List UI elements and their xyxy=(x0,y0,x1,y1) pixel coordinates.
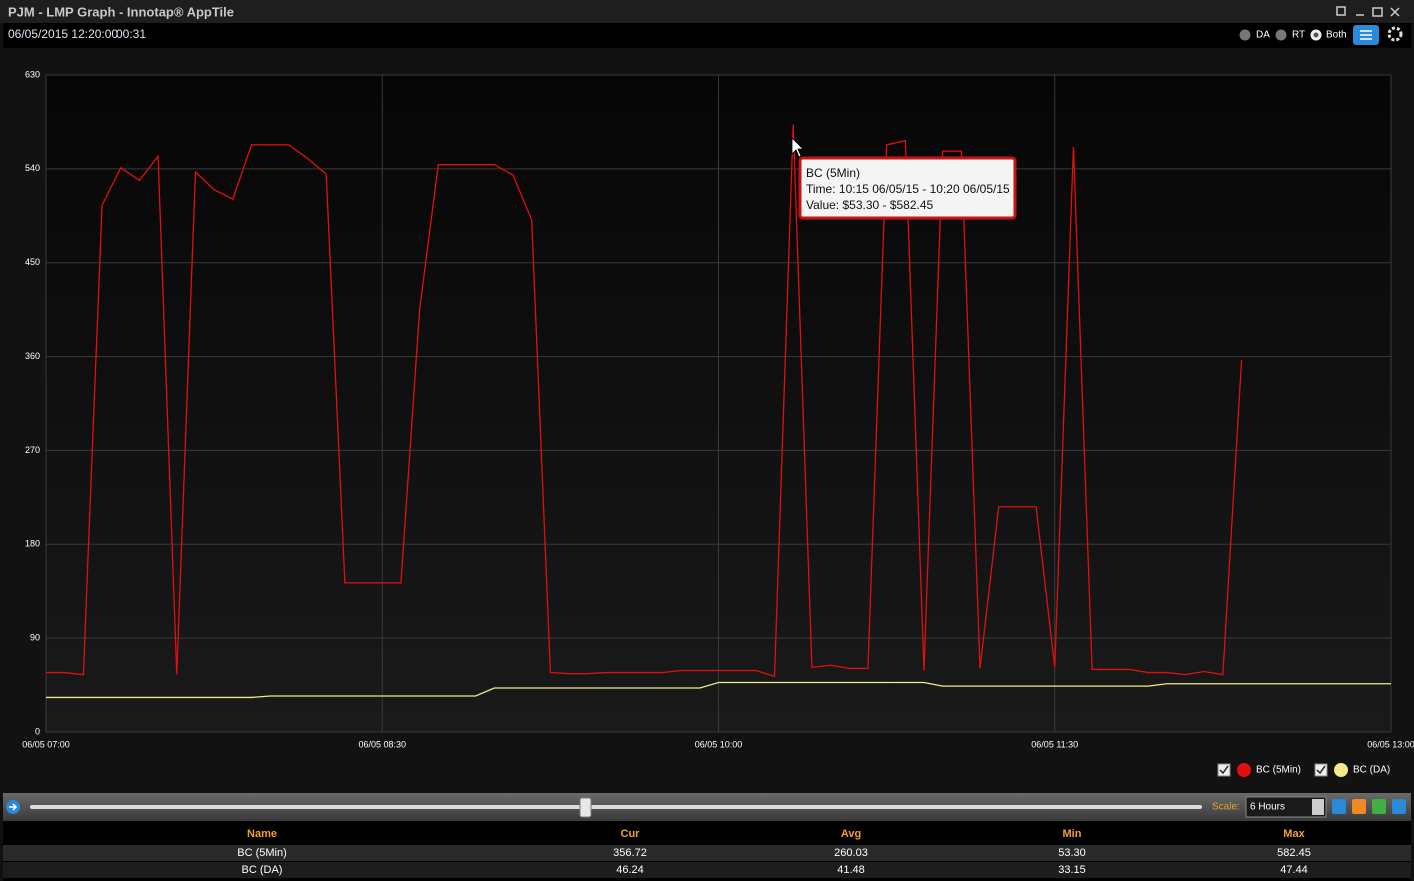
list-icon xyxy=(1360,30,1372,40)
x-tick-label: 06/05 11:30 xyxy=(1031,739,1078,749)
y-tick-label: 180 xyxy=(25,539,40,549)
y-tick-label: 540 xyxy=(25,163,40,173)
y-tick-label: 0 xyxy=(35,726,40,736)
legend-swatch xyxy=(1237,763,1251,777)
legend-swatch xyxy=(1334,763,1349,777)
table-header: Name xyxy=(247,828,277,840)
table-header: Max xyxy=(1283,828,1305,840)
select-arrow xyxy=(1312,799,1324,815)
scale-label: Scale: xyxy=(1212,802,1240,813)
y-tick-label: 360 xyxy=(25,351,40,361)
mode-radios: DA RT Both xyxy=(1239,29,1347,41)
tool-button[interactable] xyxy=(1372,799,1386,814)
y-tick-label: 270 xyxy=(25,445,40,455)
axes: 0 90 180 270 360 450 540 630 06/05 07:00 06/05 08… xyxy=(22,69,1414,749)
table-header: Avg xyxy=(841,828,861,840)
check-mark xyxy=(1219,765,1229,775)
tooltip-line: Time: 10:15 06/05/15 - 10:20 06/05/15 xyxy=(806,182,1010,196)
window-buttons[interactable] xyxy=(1336,6,1400,17)
legend-checkbox[interactable] xyxy=(1314,763,1328,777)
grid xyxy=(45,74,1392,733)
legend-label: BC (5Min) xyxy=(1256,765,1301,776)
scale-value: 6 Hours xyxy=(1250,802,1285,813)
radio-label: RT xyxy=(1292,30,1305,41)
x-tick-label: 06/05 07:00 xyxy=(22,739,70,749)
table-header: Min xyxy=(1063,828,1082,840)
y-tick-label: 630 xyxy=(25,69,40,79)
tool-buttons xyxy=(1332,799,1406,814)
table-cell: 47.44 xyxy=(1280,864,1308,876)
y-tick-label: 90 xyxy=(30,633,40,643)
table-cell: 582.45 xyxy=(1277,847,1311,859)
tooltip-line: Value: $53.30 - $582.45 xyxy=(806,198,934,212)
tool-button[interactable] xyxy=(1332,799,1346,814)
table-cell: BC (5Min) xyxy=(237,847,287,859)
table-cell: 46.24 xyxy=(616,864,644,876)
legend-label: BC (DA) xyxy=(1353,765,1390,776)
tool-button[interactable] xyxy=(1392,799,1406,814)
x-tick-label: 06/05 08:30 xyxy=(358,739,406,749)
tooltip-line: BC (5Min) xyxy=(806,166,860,180)
x-tick-label: 06/05 10:00 xyxy=(695,739,743,749)
table-cell: BC (DA) xyxy=(242,864,283,876)
table-cell: 41.48 xyxy=(837,864,865,876)
slider-track xyxy=(30,805,1202,809)
table-cell: 356.72 xyxy=(613,847,647,859)
slider-thumb[interactable] xyxy=(579,797,592,818)
restore-button[interactable] xyxy=(1336,6,1346,16)
table-header: Cur xyxy=(621,828,641,840)
radio-label: Both xyxy=(1326,30,1347,41)
scale-select[interactable] xyxy=(1245,796,1327,818)
tooltip-box xyxy=(798,156,1017,220)
settings-button[interactable] xyxy=(1387,26,1403,42)
radio-da[interactable] xyxy=(1239,29,1251,41)
toolbar xyxy=(3,23,1411,48)
radio-dot xyxy=(1313,32,1319,38)
maximize-button[interactable] xyxy=(1372,7,1383,17)
window-title: PJM - LMP Graph - Innotap® AppTile xyxy=(8,4,234,19)
table-body: Name Cur Avg Min Max BC (5Min) 356.72 260.03 53.… xyxy=(3,828,1411,878)
table-cell: 53.30 xyxy=(1058,847,1086,859)
legend: BC (5Min) BC (DA) xyxy=(1217,763,1390,777)
tool-button[interactable] xyxy=(1352,799,1366,814)
radio-rt[interactable] xyxy=(1275,29,1287,41)
play-icon xyxy=(9,803,18,811)
legend-checkbox[interactable] xyxy=(1217,763,1231,777)
series-line xyxy=(46,124,1243,678)
title-bar xyxy=(0,0,1414,23)
elapsed-time: 00:31 xyxy=(116,27,146,41)
series-lines xyxy=(46,124,1391,699)
y-tick-label: 450 xyxy=(25,257,40,267)
table-cell: 33.15 xyxy=(1058,864,1086,876)
timestamp: 06/05/2015 12:20:00 xyxy=(8,27,118,41)
close-button[interactable] xyxy=(1390,7,1400,17)
table-row xyxy=(3,862,1411,878)
x-tick-label: 06/05 13:00 xyxy=(1367,739,1414,749)
check-mark xyxy=(1316,765,1326,775)
radio-label: DA xyxy=(1256,30,1270,41)
series-line xyxy=(46,681,1391,699)
tooltip: BC (5Min) Time: 10:15 06/05/15 - 10:20 0… xyxy=(798,156,1017,220)
table-row xyxy=(3,845,1411,861)
table-cell: 260.03 xyxy=(834,847,868,859)
mouse-cursor xyxy=(791,137,804,158)
